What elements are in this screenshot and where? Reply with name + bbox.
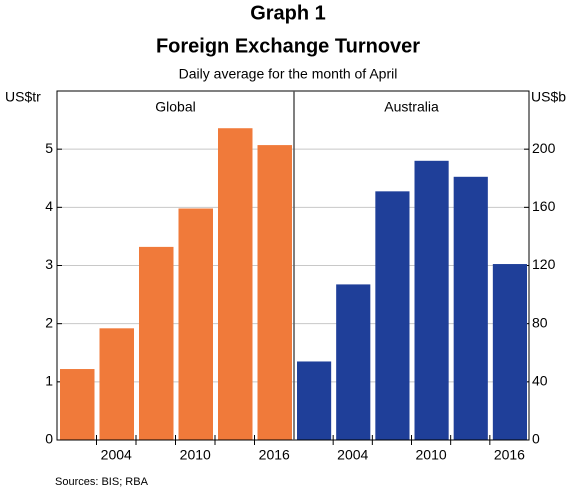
y-tick-label: 40 [532, 373, 548, 389]
chart-title: Foreign Exchange Turnover [156, 35, 420, 57]
y-tick-label: 2 [45, 314, 53, 330]
y-tick-label: 200 [532, 140, 556, 156]
y-tick-label: 0 [45, 431, 53, 447]
y-tick-label: 160 [532, 198, 556, 214]
bar [414, 160, 449, 441]
y-tick-label: 80 [532, 314, 548, 330]
x-tick-label: 2016 [259, 447, 290, 463]
bar [218, 128, 253, 440]
y-tick-label: 0 [532, 431, 540, 447]
bar [453, 176, 488, 440]
bar [99, 328, 134, 440]
y-tick-label: 5 [45, 140, 53, 156]
source-note: Sources: BIS; RBA [55, 476, 149, 488]
bar [139, 246, 174, 440]
x-tick-label: 2010 [416, 447, 447, 463]
y-axis-label: US$tr [5, 89, 41, 105]
panel-title: Australia [384, 99, 439, 115]
y-tick-label: 4 [45, 198, 53, 214]
x-tick-label: 2010 [180, 447, 211, 463]
x-tick-label: 2004 [101, 447, 132, 463]
y-axis-label: US$b [531, 89, 566, 105]
panel-title: Global [155, 99, 195, 115]
bar [297, 361, 332, 440]
y-tick-label: 1 [45, 373, 53, 389]
bar [257, 145, 292, 440]
y-tick-label: 3 [45, 256, 53, 272]
bar [375, 191, 410, 440]
graph-number: Graph 1 [250, 2, 326, 24]
bar [178, 208, 213, 440]
bar [60, 369, 95, 440]
plot-frame [56, 90, 530, 441]
chart-subtitle: Daily average for the month of April [179, 66, 398, 82]
bar [336, 284, 371, 440]
x-tick-label: 2016 [494, 447, 525, 463]
x-tick-label: 2004 [337, 447, 368, 463]
bar [492, 264, 527, 440]
y-tick-label: 120 [532, 256, 556, 272]
